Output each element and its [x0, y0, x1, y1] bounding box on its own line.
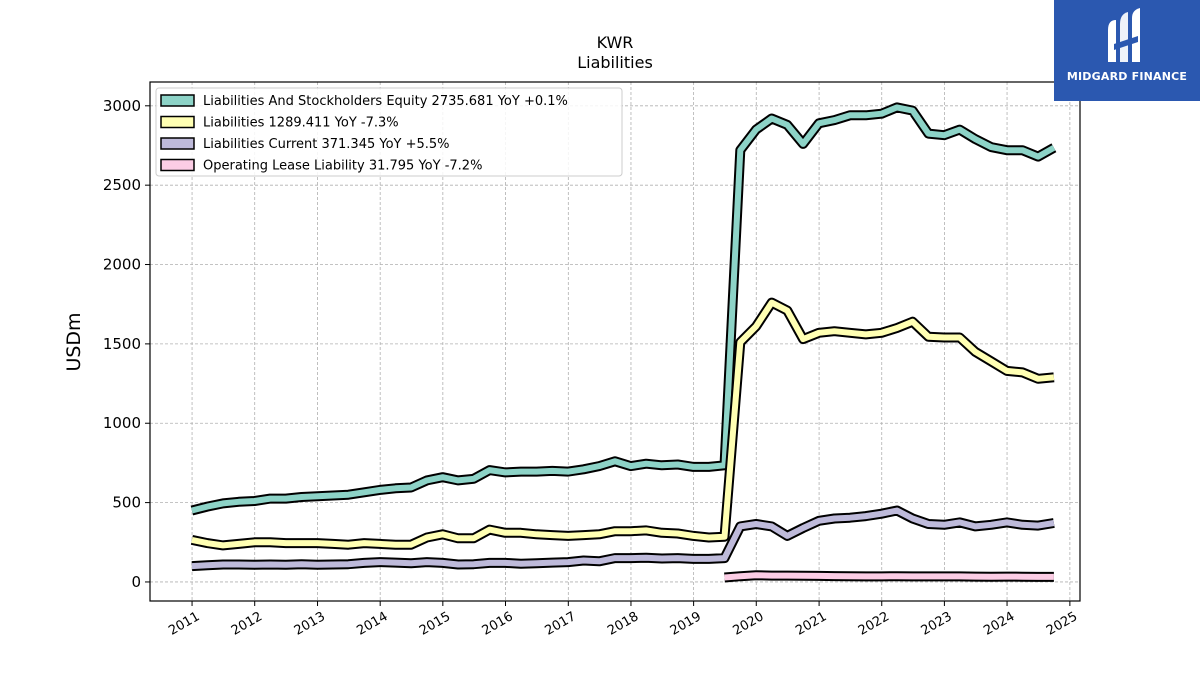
y-tick-label: 2500 [103, 176, 141, 194]
legend-swatch-2 [160, 137, 195, 150]
x-tick-label: 2015 [417, 609, 453, 639]
x-tick-label: 2016 [480, 609, 516, 639]
legend-label-0: Liabilities And Stockholders Equity 2735… [203, 94, 568, 109]
y-tick-label: 3000 [103, 97, 141, 115]
legend-label-3: Operating Lease Liability 31.795 YoY -7.… [203, 159, 482, 174]
x-tick-label: 2023 [919, 609, 955, 639]
y-tick-label: 0 [131, 573, 141, 591]
x-tick-label: 2017 [542, 609, 578, 639]
y-tick-label: 1000 [103, 414, 141, 432]
legend-box [155, 87, 623, 177]
brand-name: MIDGARD FINANCE [1066, 70, 1188, 83]
plot-frame [149, 81, 1081, 602]
x-tick-label: 2012 [229, 609, 265, 639]
legend-swatch-3 [160, 158, 195, 172]
x-tick-label: 2021 [793, 609, 829, 639]
series-line-3 [724, 572, 1054, 581]
x-tick-label: 2018 [605, 609, 641, 639]
y-axis-label: USDm [63, 312, 85, 371]
legend-swatch-0 [160, 94, 195, 107]
x-tick-label: 2022 [856, 609, 892, 639]
series-line-0 [191, 104, 1056, 514]
legend-label-2: Liabilities Current 371.345 YoY +5.5% [203, 137, 450, 152]
y-tick-label: 1500 [103, 335, 141, 353]
x-tick-label: 2013 [292, 609, 328, 639]
legend-swatch-1 [160, 115, 195, 129]
chart-title: KWR [597, 33, 634, 52]
x-tick-label: 2014 [354, 609, 390, 639]
x-tick-label: 2011 [166, 609, 202, 639]
series-line-2 [191, 507, 1055, 570]
legend-label-1: Liabilities 1289.411 YoY -7.3% [203, 116, 399, 131]
x-tick-label: 2024 [981, 609, 1017, 639]
x-tick-label: 2025 [1044, 609, 1080, 639]
y-tick-label: 2000 [103, 256, 141, 274]
brand-logo: MIDGARD FINANCE [1054, 0, 1200, 101]
midgard-logo-icon [1108, 8, 1140, 62]
series-outline-1 [190, 297, 1055, 551]
x-tick-label: 2020 [730, 609, 766, 639]
series-lines [190, 102, 1057, 583]
y-tick-label: 500 [112, 494, 141, 512]
series-line-1 [191, 299, 1055, 549]
chart-subtitle: Liabilities [577, 53, 653, 72]
legend: Liabilities And Stockholders Equity 2735… [155, 87, 623, 177]
x-tick-label: 2019 [668, 609, 704, 639]
